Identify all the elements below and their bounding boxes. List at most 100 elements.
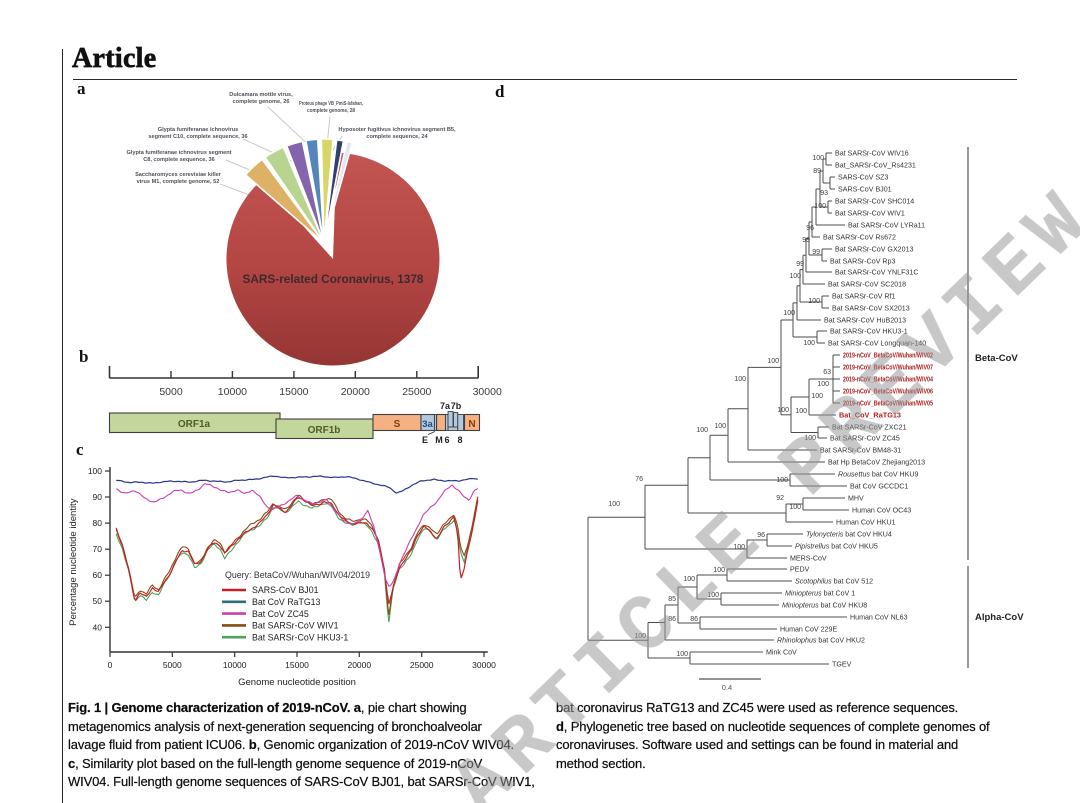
svg-text:100: 100: [776, 477, 788, 484]
svg-text:Bat_SARSr-CoV_Rs4231: Bat_SARSr-CoV_Rs4231: [835, 162, 916, 170]
svg-text:100: 100: [707, 592, 719, 599]
svg-text:100: 100: [676, 651, 688, 658]
svg-text:100: 100: [803, 340, 815, 347]
svg-text:86: 86: [690, 616, 698, 623]
svg-text:Human CoV OC43: Human CoV OC43: [852, 507, 911, 515]
svg-text:5000: 5000: [163, 660, 182, 670]
svg-text:Bat Hp BetaCoV Zhejiang2013: Bat Hp BetaCoV Zhejiang2013: [828, 459, 925, 467]
svg-text:SARS-CoV SZ3: SARS-CoV SZ3: [838, 174, 889, 182]
svg-text:Bat SARSr-CoV SHC014: Bat SARSr-CoV SHC014: [835, 198, 914, 206]
svg-text:93: 93: [820, 190, 828, 197]
svg-text:0: 0: [108, 660, 113, 670]
svg-text:Beta-CoV: Beta-CoV: [975, 353, 1018, 364]
svg-text:6: 6: [444, 435, 449, 445]
svg-text:100: 100: [817, 381, 829, 388]
svg-text:Mink CoV: Mink CoV: [766, 649, 797, 657]
svg-text:segment C10, complete sequence: segment C10, complete sequence, 36: [148, 134, 247, 140]
svg-text:76: 76: [635, 476, 643, 483]
svg-text:30000: 30000: [473, 386, 502, 398]
svg-text:25000: 25000: [402, 386, 431, 398]
svg-text:2019-nCoV_BetaCoV/Wuhan/WIV06: 2019-nCoV_BetaCoV/Wuhan/WIV06: [843, 388, 933, 396]
svg-text:100: 100: [811, 393, 823, 400]
svg-text:2019-nCoV_BetaCoV/Wuhan/WIV05: 2019-nCoV_BetaCoV/Wuhan/WIV05: [843, 400, 933, 408]
svg-text:Tylonycteris bat CoV HKU4: Tylonycteris bat CoV HKU4: [806, 531, 892, 539]
svg-text:2019-nCoV_BetaCoV/Wuhan/WIV07: 2019-nCoV_BetaCoV/Wuhan/WIV07: [843, 364, 933, 372]
svg-text:70: 70: [93, 544, 103, 554]
svg-text:90: 90: [93, 492, 103, 502]
svg-text:M: M: [435, 435, 443, 445]
svg-text:100: 100: [88, 466, 102, 476]
svg-text:7b: 7b: [451, 401, 462, 411]
svg-text:100: 100: [734, 376, 746, 383]
svg-text:complete genome, 28: complete genome, 28: [307, 108, 355, 114]
svg-text:100: 100: [767, 358, 779, 365]
svg-text:Glypta fumiferanae ichnovirus: Glypta fumiferanae ichnovirus: [158, 127, 239, 133]
svg-text:100: 100: [634, 633, 646, 640]
svg-text:Pipistrellus bat CoV HKU5: Pipistrellus bat CoV HKU5: [795, 543, 878, 551]
svg-text:Bat SARSr-CoV HKU3-1: Bat SARSr-CoV HKU3-1: [830, 328, 908, 336]
svg-text:Bat SARSr-CoV HKU3-1: Bat SARSr-CoV HKU3-1: [252, 632, 348, 642]
svg-text:Human CoV 229E: Human CoV 229E: [780, 626, 837, 634]
svg-text:0.4: 0.4: [722, 683, 732, 692]
svg-text:63: 63: [823, 369, 831, 376]
svg-text:ORF1b: ORF1b: [308, 425, 341, 436]
svg-text:85: 85: [668, 596, 676, 603]
svg-text:Bat CoV GCCDC1: Bat CoV GCCDC1: [850, 483, 908, 491]
svg-text:virus M1, complete genome, 52: virus M1, complete genome, 52: [137, 179, 220, 185]
svg-text:complete sequence, 24: complete sequence, 24: [366, 134, 428, 140]
svg-text:2019-nCoV_BetaCoV/Wuhan/WIV04: 2019-nCoV_BetaCoV/Wuhan/WIV04: [843, 376, 933, 384]
svg-text:Genome nucleotide position: Genome nucleotide position: [238, 677, 356, 688]
svg-text:Hyposoter fugitivus ichnovirus: Hyposoter fugitivus ichnovirus segment B…: [338, 127, 456, 133]
svg-text:92: 92: [776, 495, 784, 502]
svg-text:40: 40: [93, 622, 103, 632]
svg-text:80: 80: [93, 518, 103, 528]
svg-text:100: 100: [812, 155, 824, 162]
svg-text:Bat CoV ZC45: Bat CoV ZC45: [252, 609, 309, 619]
svg-text:Human CoV HKU1: Human CoV HKU1: [836, 519, 896, 527]
svg-text:Bat SARSr-CoV Rf1: Bat SARSr-CoV Rf1: [832, 293, 896, 301]
svg-text:Miniopterus bat CoV HKU8: Miniopterus bat CoV HKU8: [782, 602, 867, 610]
svg-text:Scotophilus bat CoV 512: Scotophilus bat CoV 512: [795, 578, 873, 586]
svg-text:Bat SARSr-CoV LYRa11: Bat SARSr-CoV LYRa11: [848, 222, 925, 230]
svg-text:Glypta fumiferanae ichnovirus: Glypta fumiferanae ichnovirus segment: [126, 150, 231, 156]
svg-text:MERS-CoV: MERS-CoV: [790, 555, 827, 563]
svg-text:20000: 20000: [341, 386, 370, 398]
svg-text:SARS-CoV BJ01: SARS-CoV BJ01: [252, 585, 319, 595]
svg-text:Alpha-CoV: Alpha-CoV: [975, 612, 1024, 623]
svg-text:Bat SARSr-CoV SX2013: Bat SARSr-CoV SX2013: [832, 305, 910, 313]
svg-text:Bat SARSr-CoV Longquan-140: Bat SARSr-CoV Longquan-140: [828, 340, 926, 348]
svg-text:60: 60: [93, 570, 103, 580]
svg-text:TGEV: TGEV: [832, 661, 852, 669]
svg-text:Percentage nucleotide identity: Percentage nucleotide identity: [68, 498, 79, 626]
svg-text:15000: 15000: [285, 660, 309, 670]
svg-text:Rhinolophus bat CoV HKU2: Rhinolophus bat CoV HKU2: [777, 637, 865, 645]
svg-text:Bat SARSr-CoV ZC45: Bat SARSr-CoV ZC45: [830, 435, 900, 443]
svg-text:99: 99: [802, 237, 810, 244]
svg-text:N: N: [468, 419, 475, 430]
svg-text:Bat SARSr-CoV Rs672: Bat SARSr-CoV Rs672: [823, 234, 896, 242]
svg-text:Bat SARSr-CoV SC2018: Bat SARSr-CoV SC2018: [828, 281, 906, 289]
svg-text:100: 100: [814, 203, 826, 210]
svg-text:E: E: [422, 435, 428, 445]
svg-text:30000: 30000: [472, 660, 496, 670]
svg-text:96: 96: [806, 225, 814, 232]
svg-text:89: 89: [813, 168, 821, 175]
svg-text:100: 100: [808, 298, 820, 305]
svg-text:96: 96: [757, 532, 765, 539]
svg-text:Bat SARSr-CoV GX2013: Bat SARSr-CoV GX2013: [835, 246, 914, 254]
svg-text:25000: 25000: [410, 660, 434, 670]
svg-text:Bat SARSr-CoV WIV1: Bat SARSr-CoV WIV1: [835, 210, 905, 218]
svg-text:8: 8: [457, 435, 462, 445]
svg-text:MHV: MHV: [848, 495, 864, 503]
svg-text:100: 100: [777, 407, 789, 414]
svg-text:15000: 15000: [279, 386, 308, 398]
svg-text:SARS-CoV BJ01: SARS-CoV BJ01: [838, 186, 892, 194]
svg-text:100: 100: [789, 504, 801, 511]
svg-text:Bat CoV RaTG13: Bat CoV RaTG13: [252, 597, 321, 607]
svg-text:100: 100: [713, 567, 725, 574]
svg-text:100: 100: [804, 435, 816, 442]
svg-text:100: 100: [683, 576, 695, 583]
svg-text:Bat_CoV_RaTG13: Bat_CoV_RaTG13: [839, 412, 901, 420]
svg-text:99: 99: [796, 261, 804, 268]
svg-text:Bat SARSr-CoV WIV1: Bat SARSr-CoV WIV1: [252, 621, 339, 631]
